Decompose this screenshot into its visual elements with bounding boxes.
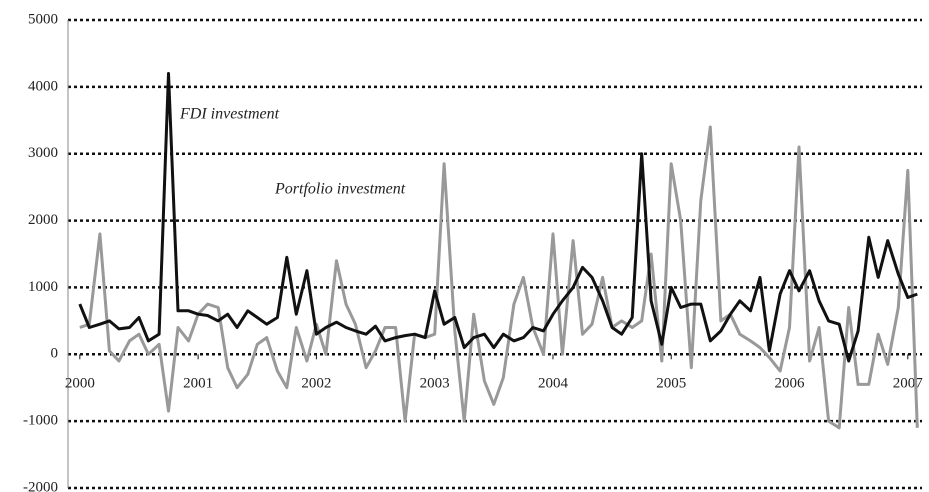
y-tick-label: 4000 <box>28 78 58 94</box>
y-tick-label: 5000 <box>28 11 58 27</box>
x-tick-label: 2004 <box>538 376 569 392</box>
x-tick-label: 2003 <box>420 376 450 392</box>
series-line <box>78 72 918 363</box>
annotation: FDI investment <box>179 106 280 123</box>
x-tick-label: 2006 <box>775 376 806 392</box>
x-tick-label: 2000 <box>65 376 95 392</box>
annotation: Portfolio investment <box>274 181 406 198</box>
y-tick-label: -1000 <box>23 413 58 429</box>
y-tick-label: 2000 <box>28 212 58 228</box>
y-tick-label: -2000 <box>23 479 58 492</box>
x-tick-label: 2002 <box>301 376 331 392</box>
series-line <box>79 125 919 430</box>
x-tick-label: 2007 <box>893 376 924 392</box>
y-tick-label: 0 <box>51 346 59 362</box>
x-tick-label: 2001 <box>183 376 213 392</box>
y-tick-label: 3000 <box>28 145 58 161</box>
x-tick-label: 2005 <box>656 376 686 392</box>
y-tick-label: 1000 <box>28 279 58 295</box>
